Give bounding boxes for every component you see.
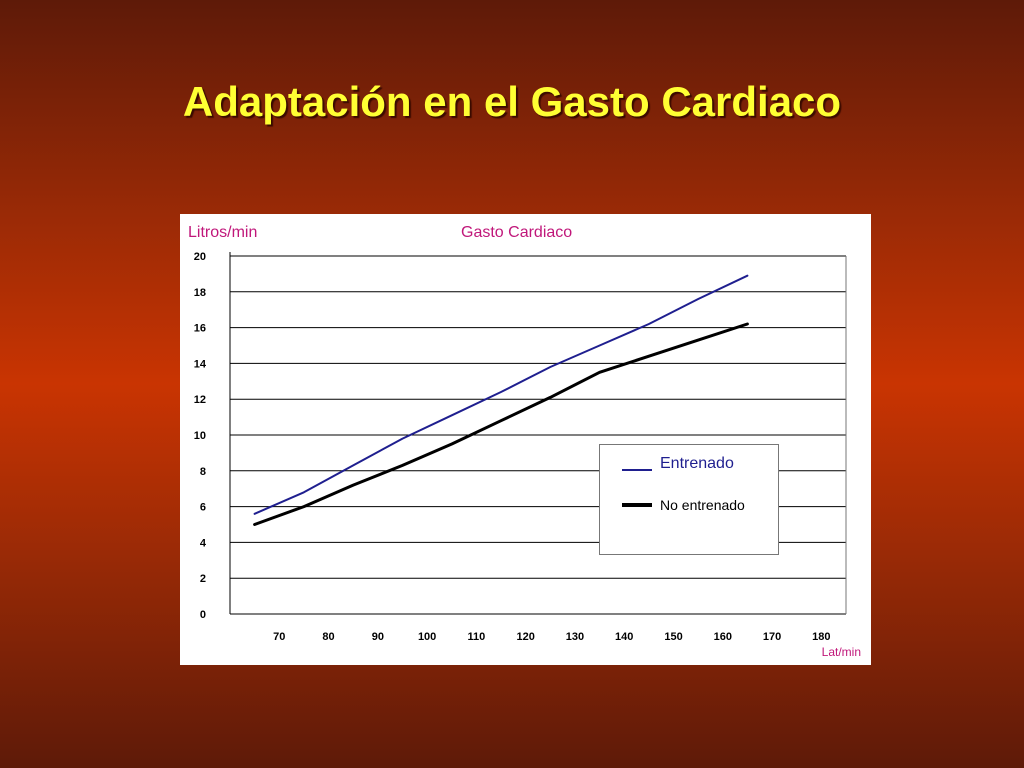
series-line-entrenado — [253, 274, 749, 515]
x-tick-labels: 70 80 90 100 110 120 130 140 150 160 170 180 — [273, 631, 830, 643]
axes — [229, 252, 847, 615]
y-tick-label: 12 — [194, 394, 206, 406]
y-tick-label: 10 — [194, 430, 206, 442]
legend-label-no-entrenado: No entrenado — [660, 497, 745, 513]
series-line-no-entrenado — [253, 322, 749, 526]
y-tick-label: 8 — [200, 466, 206, 478]
grid-lines — [230, 255, 846, 579]
x-tick-label: 80 — [322, 631, 334, 643]
series-lines — [253, 274, 749, 526]
legend-item-no-entrenado: No entrenado — [622, 497, 745, 513]
x-tick-label: 170 — [763, 631, 781, 643]
chart-title: Gasto Cardiaco — [461, 224, 573, 241]
legend-swatch-entrenado — [622, 469, 652, 471]
legend-item-entrenado: Entrenado — [622, 455, 734, 473]
x-tick-label: 140 — [615, 631, 633, 643]
y-axis-label: Litros/min — [188, 224, 258, 241]
slide-title: Adaptación en el Gasto Cardiaco — [182, 78, 842, 125]
line-chart: 0 2 4 6 8 10 12 14 16 18 20 70 80 90 100 110 120 130 140 1… — [194, 251, 847, 643]
x-axis-label: Lat/min — [821, 645, 861, 659]
x-tick-label: 130 — [566, 631, 584, 643]
x-tick-label: 110 — [468, 631, 486, 643]
x-tick-label: 160 — [714, 631, 732, 643]
y-tick-label: 18 — [194, 287, 206, 299]
chart-legend: Entrenado No entrenado — [599, 444, 779, 555]
x-tick-label: 70 — [273, 631, 285, 643]
y-tick-label: 4 — [200, 537, 207, 549]
y-tick-label: 2 — [200, 573, 206, 585]
chart-panel: 0 2 4 6 8 10 12 14 16 18 20 70 80 90 100 110 120 130 140 1… — [180, 214, 871, 665]
y-tick-labels: 0 2 4 6 8 10 12 14 16 18 20 — [194, 251, 207, 621]
legend-label-entrenado: Entrenado — [660, 455, 734, 472]
y-tick-label: 20 — [194, 251, 206, 263]
y-tick-label: 16 — [194, 323, 206, 335]
x-tick-label: 120 — [517, 631, 535, 643]
x-tick-label: 150 — [664, 631, 682, 643]
y-tick-label: 14 — [194, 358, 207, 370]
x-tick-label: 180 — [812, 631, 830, 643]
x-tick-label: 90 — [372, 631, 384, 643]
y-tick-label: 0 — [200, 609, 206, 621]
y-tick-label: 6 — [200, 502, 206, 514]
x-tick-label: 100 — [418, 631, 436, 643]
legend-swatch-no-entrenado — [622, 503, 652, 507]
